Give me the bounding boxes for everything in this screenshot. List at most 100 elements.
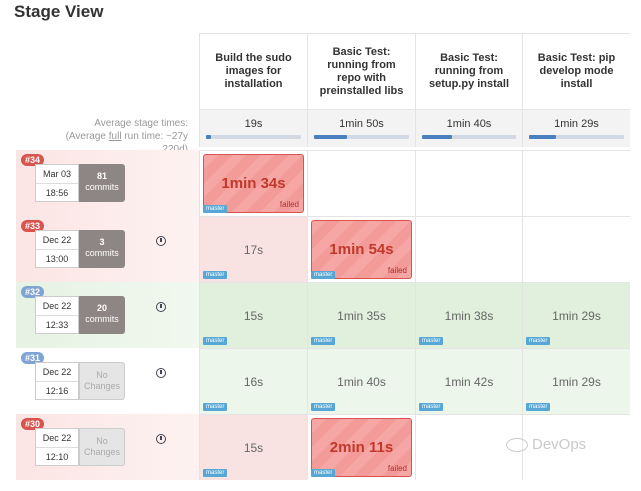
build-date: Dec 22 xyxy=(36,429,78,448)
stage-duration: 1min 42s xyxy=(444,374,494,389)
full-run-time-link[interactable]: full xyxy=(108,131,122,142)
stage-duration: 1min 29s xyxy=(552,374,601,389)
commits-count: No xyxy=(96,370,108,380)
stage-duration: 1min 29s xyxy=(552,308,601,323)
build-number-badge[interactable]: #34 xyxy=(21,154,45,166)
stage-duration: 1min 54s xyxy=(329,241,394,258)
stage-header-4: Basic Test: pip develop mode install xyxy=(522,33,630,109)
build-row-32[interactable]: #32 Dec 22 12:33 20 commits xyxy=(16,282,199,348)
stage-average-1: 19s xyxy=(199,109,307,147)
build-time: 18:56 xyxy=(45,188,69,198)
failed-stage-box[interactable]: 1min 34s failed xyxy=(203,154,304,213)
build-date: Dec 22 xyxy=(36,297,78,316)
stage-cell[interactable]: 1min 42s master xyxy=(415,348,522,414)
commits-label: commits xyxy=(85,314,119,324)
build-date-box: Mar 03 18:56 xyxy=(35,164,79,202)
download-icon[interactable] xyxy=(156,302,166,312)
stage-cell[interactable]: 1min 54s failed master xyxy=(307,216,415,282)
stage-average-bar xyxy=(206,135,301,139)
stage-average-time: 1min 29s xyxy=(554,118,599,130)
build-time: 12:16 xyxy=(45,386,69,396)
build-number-badge[interactable]: #30 xyxy=(21,418,45,430)
stage-average-4: 1min 29s xyxy=(522,109,630,147)
no-changes-label: No Changes xyxy=(79,362,125,400)
download-icon[interactable] xyxy=(156,434,166,444)
failed-stage-box[interactable]: 1min 54s failed xyxy=(311,220,412,279)
commits-count: 3 xyxy=(99,237,105,247)
build-date-box: Dec 22 12:10 xyxy=(35,428,79,466)
build-row-31[interactable]: #31 Dec 22 12:16 No Changes xyxy=(16,348,199,414)
stage-duration: 1min 35s xyxy=(337,308,386,323)
build-date-box: Dec 22 12:33 xyxy=(35,296,79,334)
stage-view-grid: Build the sudo images for installation 19… xyxy=(199,33,630,485)
branch-tag: master xyxy=(203,205,228,213)
stage-average-bar-fill xyxy=(422,135,453,139)
commits-label: commits xyxy=(85,248,119,258)
stage-cell xyxy=(522,414,630,480)
stage-cell[interactable]: 16s master xyxy=(199,348,307,414)
stage-duration: 15s xyxy=(243,308,264,323)
stage-cell[interactable]: 2min 11s failed master xyxy=(307,414,415,480)
failed-stage-box[interactable]: 2min 11s failed xyxy=(311,418,412,477)
stage-cell[interactable]: 15s master xyxy=(199,282,307,348)
build-number-badge[interactable]: #31 xyxy=(21,352,45,364)
build-time: 12:10 xyxy=(45,452,69,462)
stage-duration: 2min 11s xyxy=(329,439,394,456)
failed-label: failed xyxy=(279,200,299,209)
stage-average-time: 1min 40s xyxy=(446,118,492,130)
stage-cell xyxy=(415,216,522,282)
download-icon[interactable] xyxy=(156,368,166,378)
build-number-badge[interactable]: #33 xyxy=(21,220,45,232)
commits-label: Changes xyxy=(83,381,121,391)
commits-count: 20 xyxy=(96,303,107,313)
stage-cell[interactable]: 15s master xyxy=(199,414,307,480)
build-row-33[interactable]: #33 Dec 22 13:00 3 commits xyxy=(16,216,199,282)
branch-tag: master xyxy=(311,337,336,345)
build-row-30[interactable]: #30 Dec 22 12:10 No Changes xyxy=(16,414,199,480)
stage-cell[interactable]: 1min 38s master xyxy=(415,282,522,348)
build-row-34[interactable]: #34 Mar 03 18:56 81 commits xyxy=(16,150,199,216)
stage-header-2: Basic Test: running from repo with prein… xyxy=(307,33,415,109)
stage-average-3: 1min 40s xyxy=(415,109,522,147)
commits-label: Changes xyxy=(83,447,121,457)
commits-count: 81 xyxy=(96,171,107,181)
wechat-icon xyxy=(506,437,528,452)
branch-tag: master xyxy=(203,271,228,279)
stage-duration: 1min 34s xyxy=(221,175,286,192)
stage-cell[interactable]: 1min 29s master xyxy=(522,282,630,348)
branch-tag: master xyxy=(203,403,228,411)
stage-cell[interactable]: 1min 35s master xyxy=(307,282,415,348)
stage-cell xyxy=(522,216,630,282)
commits-count: No xyxy=(96,436,108,446)
build-time: 12:33 xyxy=(45,320,69,330)
download-icon[interactable] xyxy=(156,236,166,246)
commits-button[interactable]: 3 commits xyxy=(79,230,125,268)
failed-label: failed xyxy=(387,464,407,473)
watermark: DevOps xyxy=(506,436,586,453)
stage-duration: 17s xyxy=(243,242,264,257)
stage-header-1: Build the sudo images for installation xyxy=(199,33,307,109)
commits-button[interactable]: 81 commits xyxy=(79,164,125,202)
build-number-badge[interactable]: #32 xyxy=(21,286,45,298)
stage-average-bar xyxy=(422,135,516,139)
stage-cell[interactable]: 17s master xyxy=(199,216,307,282)
stage-average-bar-fill xyxy=(206,135,211,139)
branch-tag: master xyxy=(203,469,228,477)
stage-duration: 16s xyxy=(243,374,264,389)
stage-duration: 15s xyxy=(243,440,264,455)
branch-tag: master xyxy=(419,337,444,345)
branch-tag: master xyxy=(526,403,551,411)
commits-button[interactable]: 20 commits xyxy=(79,296,125,334)
no-changes-label: No Changes xyxy=(79,428,125,466)
branch-tag: master xyxy=(311,469,336,477)
build-time: 13:00 xyxy=(45,254,69,264)
stage-cell[interactable]: 1min 29s master xyxy=(522,348,630,414)
stage-average-bar-fill xyxy=(314,135,348,139)
stage-average-2: 1min 50s xyxy=(307,109,415,147)
stage-cell xyxy=(307,150,415,216)
branch-tag: master xyxy=(311,271,336,279)
stage-cell[interactable]: 1min 34s failed master xyxy=(199,150,307,216)
page-title: Stage View xyxy=(14,2,104,21)
build-date-box: Dec 22 13:00 xyxy=(35,230,79,268)
stage-cell[interactable]: 1min 40s master xyxy=(307,348,415,414)
